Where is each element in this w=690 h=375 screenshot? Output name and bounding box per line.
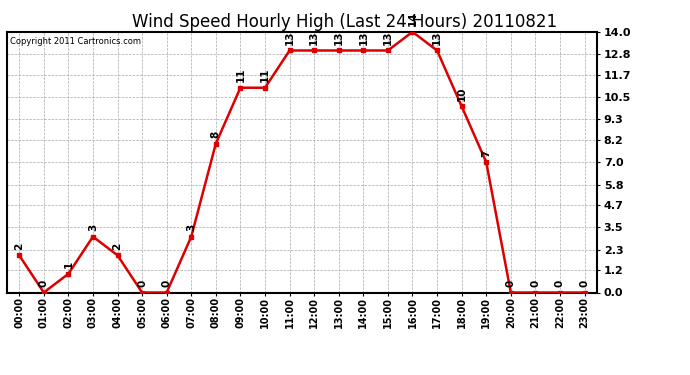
Text: 14: 14 [408, 12, 417, 26]
Text: 13: 13 [334, 30, 344, 45]
Text: 11: 11 [235, 68, 246, 82]
Text: 13: 13 [284, 30, 295, 45]
Text: 2: 2 [14, 243, 24, 250]
Text: 0: 0 [555, 280, 565, 287]
Text: 1: 1 [63, 261, 73, 268]
Text: 8: 8 [211, 131, 221, 138]
Text: 13: 13 [358, 30, 368, 45]
Text: 0: 0 [506, 280, 516, 287]
Text: 0: 0 [161, 280, 172, 287]
Text: 11: 11 [260, 68, 270, 82]
Text: 0: 0 [39, 280, 49, 287]
Text: 0: 0 [137, 280, 147, 287]
Text: Copyright 2011 Cartronics.com: Copyright 2011 Cartronics.com [10, 37, 141, 46]
Text: 3: 3 [88, 224, 98, 231]
Text: 13: 13 [309, 30, 319, 45]
Text: 13: 13 [432, 30, 442, 45]
Text: 13: 13 [383, 30, 393, 45]
Text: 7: 7 [481, 149, 491, 157]
Text: 3: 3 [186, 224, 196, 231]
Text: 2: 2 [112, 243, 123, 250]
Text: 0: 0 [531, 280, 540, 287]
Text: 10: 10 [457, 86, 466, 101]
Text: Wind Speed Hourly High (Last 24 Hours) 20110821: Wind Speed Hourly High (Last 24 Hours) 2… [132, 13, 558, 31]
Text: 0: 0 [580, 280, 589, 287]
